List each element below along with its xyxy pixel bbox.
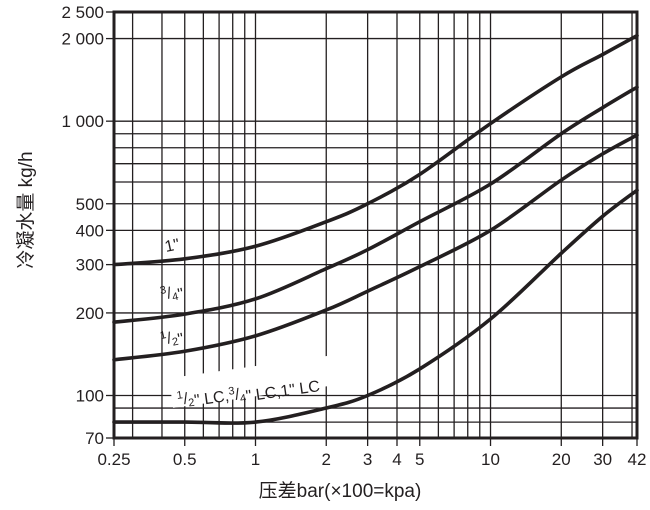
y-tick-label: 300 (76, 256, 104, 275)
x-tick-label: 0.5 (173, 450, 197, 469)
x-tick-label: 4 (392, 450, 401, 469)
y-tick-label: 70 (85, 429, 104, 448)
grid-lines (114, 12, 637, 438)
x-tick-label: 3 (363, 450, 372, 469)
y-axis-ticks: 70 100 200 300 400 500 1 000 2 000 2 500 (61, 3, 114, 448)
x-tick-label: 20 (552, 450, 571, 469)
y-axis-title: 冷凝水量 kg/h (15, 151, 37, 268)
y-tick-label: 200 (76, 304, 104, 323)
curve-3-4- (112, 85, 639, 325)
capacity-curves (112, 33, 639, 425)
x-tick-label: 1 (251, 450, 260, 469)
y-tick-label: 2 000 (61, 30, 104, 49)
x-axis-ticks: 0.25 0.5 1 2 3 4 5 10 20 30 42 (97, 438, 646, 469)
label-3-4-inch: 3/4" (159, 281, 185, 307)
x-tick-label: 42 (628, 450, 647, 469)
curve-labels: 1"3/4"1/2"1/2" LC,3/4" LC,1" LC (159, 236, 362, 410)
label-1-2-inch: 1/2" (159, 326, 185, 352)
x-tick-label: 0.25 (97, 450, 130, 469)
y-tick-label: 400 (76, 221, 104, 240)
y-tick-label: 2 500 (61, 3, 104, 22)
curve-1- (112, 33, 639, 267)
x-tick-label: 2 (322, 450, 331, 469)
y-tick-label: 1 000 (61, 112, 104, 131)
curve-1-2- (112, 133, 639, 362)
x-tick-label: 10 (481, 450, 500, 469)
y-tick-label: 500 (76, 195, 104, 214)
x-tick-label: 5 (415, 450, 424, 469)
lc-label-background (168, 351, 362, 408)
label-1-inch: 1" (163, 236, 181, 256)
x-axis-title: 压差bar(×100=kpa) (259, 480, 422, 502)
plot-frame (112, 10, 639, 440)
y-tick-label: 100 (76, 387, 104, 406)
curve-1-2-lc-3-4-lc-1-lc (112, 188, 639, 425)
x-tick-label: 30 (593, 450, 612, 469)
